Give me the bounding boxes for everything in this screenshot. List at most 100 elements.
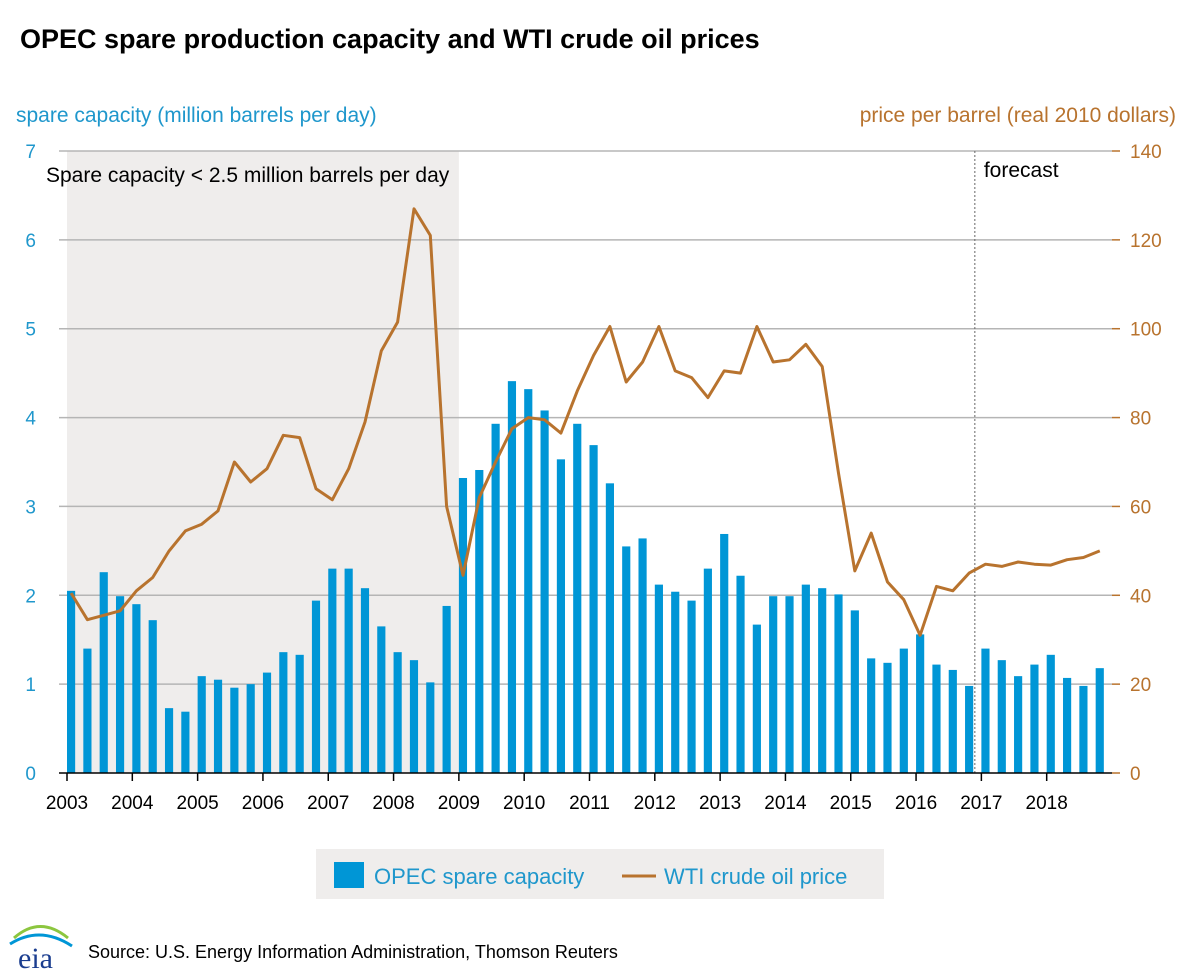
bar-spare-capacity (311, 600, 321, 773)
bar-spare-capacity (181, 711, 190, 773)
left-tick-label: 0 (25, 764, 36, 785)
bar-spare-capacity (295, 654, 304, 773)
bar-spare-capacity (997, 660, 1006, 773)
right-axis-ticks: 0 20 40 60 80 100 120 140 (1112, 142, 1162, 785)
bar-spare-capacity (99, 572, 108, 773)
bar-spare-capacity (883, 662, 892, 773)
bar-spare-capacity (164, 708, 174, 773)
bar-spare-capacity (1095, 668, 1104, 773)
x-tick-label: 2006 (242, 793, 284, 814)
legend-label-spare-capacity: OPEC spare capacity (374, 864, 584, 889)
bar-spare-capacity (638, 538, 647, 773)
left-tick-label: 4 (25, 409, 36, 430)
bar-spare-capacity (785, 596, 794, 773)
bar-spare-capacity (148, 620, 157, 773)
right-tick-label: 40 (1130, 586, 1151, 607)
x-tick-label: 2015 (830, 793, 872, 814)
bar-spare-capacity (850, 610, 859, 773)
bar-spare-capacity (654, 584, 663, 773)
bar-spare-capacity (573, 423, 582, 773)
x-axis-ticks: 2003 2004 2005 2006 2007 2008 2009 2010 2011 2012… (46, 773, 1068, 814)
x-tick-label: 2013 (699, 793, 741, 814)
x-tick-label: 2007 (307, 793, 349, 814)
x-tick-label: 2014 (764, 793, 807, 814)
bar-spare-capacity (442, 605, 451, 773)
bar-spare-capacity (328, 568, 337, 773)
gridlines (59, 150, 1112, 685)
bar-spare-capacity (1079, 685, 1088, 773)
bar-spare-capacity (556, 459, 566, 773)
bar-spare-capacity (262, 672, 272, 773)
right-axis-label: price per barrel (real 2010 dollars) (860, 104, 1176, 127)
bar-series (67, 381, 1104, 773)
bar-spare-capacity (344, 568, 353, 773)
bar-spare-capacity (605, 483, 614, 773)
bar-spare-capacity (475, 469, 484, 773)
bar-spare-capacity (1014, 676, 1023, 773)
left-tick-label: 3 (25, 497, 36, 518)
left-tick-label: 6 (25, 231, 36, 252)
bar-spare-capacity (948, 669, 957, 773)
shaded-region-label: Spare capacity < 2.5 million barrels per… (46, 164, 450, 187)
bar-spare-capacity (867, 658, 876, 773)
bar-spare-capacity (507, 381, 517, 773)
bar-spare-capacity (83, 648, 92, 773)
bar-spare-capacity (769, 596, 778, 773)
right-tick-label: 100 (1130, 320, 1162, 341)
bar-spare-capacity (67, 590, 76, 773)
x-tick-label: 2005 (176, 793, 218, 814)
legend-box (316, 849, 884, 899)
right-tick-label: 0 (1130, 764, 1141, 785)
bar-spare-capacity (540, 410, 549, 773)
bar-spare-capacity (752, 624, 761, 773)
left-axis-ticks: 0 1 2 3 4 5 6 7 (25, 142, 36, 785)
right-tick-label: 140 (1130, 142, 1162, 163)
bar-spare-capacity (409, 660, 419, 773)
bar-spare-capacity (491, 423, 500, 773)
bar-spare-capacity (703, 568, 712, 773)
eia-logo: eia (9, 925, 73, 975)
left-tick-label: 7 (25, 142, 36, 163)
x-tick-label: 2009 (438, 793, 480, 814)
x-tick-label: 2008 (372, 793, 414, 814)
bar-spare-capacity (981, 648, 990, 773)
legend-bar-swatch (334, 862, 364, 888)
eia-logo-arc-icon (13, 925, 69, 940)
left-tick-label: 2 (25, 586, 36, 607)
x-tick-label: 2003 (46, 793, 88, 814)
bar-spare-capacity (360, 588, 370, 773)
source-note: Source: U.S. Energy Information Administ… (88, 942, 618, 962)
bar-spare-capacity (393, 652, 402, 773)
left-tick-label: 5 (25, 320, 36, 341)
bar-spare-capacity (1030, 664, 1039, 773)
left-tick-label: 1 (25, 675, 36, 696)
x-tick-label: 2017 (960, 793, 1002, 814)
forecast-label: forecast (984, 159, 1059, 182)
right-tick-label: 120 (1130, 231, 1162, 252)
chart-title: OPEC spare production capacity and WTI c… (20, 24, 760, 54)
bar-spare-capacity (1046, 654, 1055, 773)
bar-spare-capacity (132, 604, 141, 773)
left-axis-label: spare capacity (million barrels per day) (16, 104, 377, 127)
bar-spare-capacity (589, 445, 598, 773)
bar-spare-capacity (115, 596, 125, 773)
x-tick-label: 2016 (895, 793, 937, 814)
right-tick-label: 80 (1130, 409, 1151, 430)
bar-spare-capacity (622, 546, 631, 773)
bar-spare-capacity (720, 533, 729, 773)
bar-spare-capacity (1063, 677, 1072, 773)
x-tick-label: 2018 (1026, 793, 1068, 814)
bar-spare-capacity (932, 664, 941, 773)
right-tick-label: 20 (1130, 675, 1151, 696)
bar-spare-capacity (801, 584, 810, 773)
bar-spare-capacity (524, 389, 533, 773)
bar-spare-capacity (377, 626, 386, 773)
legend: OPEC spare capacity WTI crude oil price (316, 849, 884, 899)
bar-spare-capacity (671, 591, 680, 773)
bar-spare-capacity (213, 679, 223, 773)
bar-spare-capacity (834, 594, 843, 773)
bar-spare-capacity (965, 685, 974, 773)
bar-spare-capacity (458, 477, 468, 773)
bar-spare-capacity (899, 648, 908, 773)
